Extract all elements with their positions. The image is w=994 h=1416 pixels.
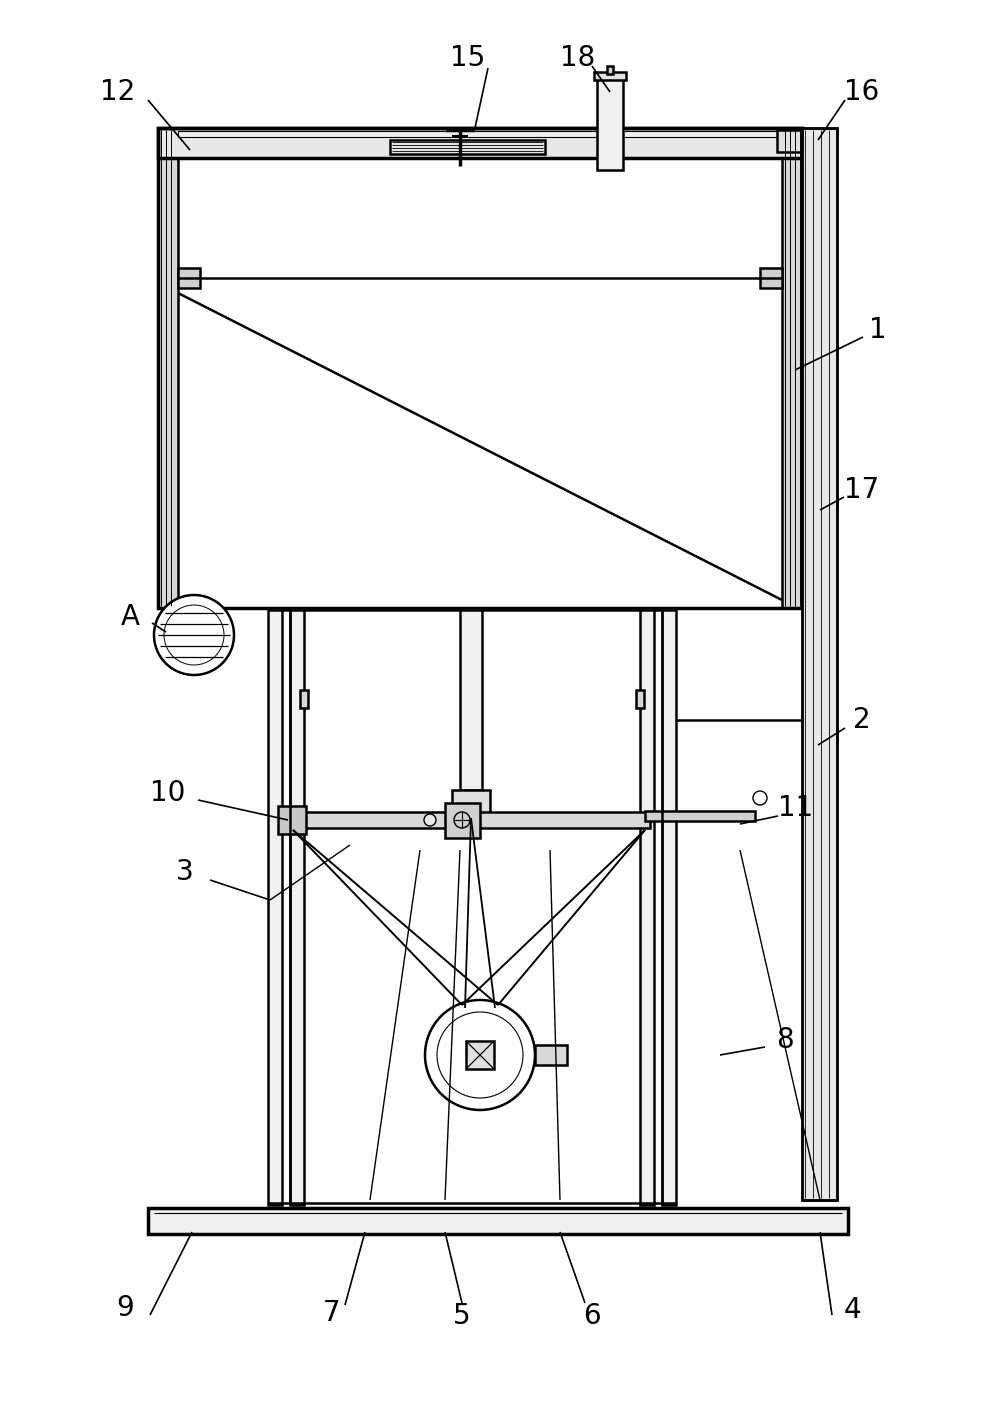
Text: 7: 7 [323,1298,341,1327]
Circle shape [436,1012,523,1097]
Bar [781,127,801,607]
Bar [644,811,754,821]
Bar [596,78,622,170]
Text: 11: 11 [777,794,813,823]
Bar [390,140,545,154]
Text: 10: 10 [150,779,186,807]
Circle shape [424,1000,535,1110]
Text: 12: 12 [100,78,135,106]
Bar [289,607,304,1205]
Bar [148,1208,847,1233]
Bar [300,690,308,708]
Circle shape [752,792,766,806]
Text: 18: 18 [560,44,595,72]
Bar [759,268,781,287]
Bar [639,607,653,1205]
Bar [593,72,625,79]
Bar [178,132,781,137]
Bar [287,811,649,828]
Text: 17: 17 [844,476,879,504]
Bar [801,127,836,1199]
Bar [661,607,675,1205]
Bar [465,1041,493,1069]
Bar [535,1045,567,1065]
Circle shape [154,595,234,675]
Bar [178,268,200,287]
Text: 9: 9 [116,1294,134,1323]
Bar [606,67,612,74]
Bar [635,690,643,708]
Text: 4: 4 [842,1296,860,1324]
Bar [801,127,836,1199]
Bar [277,806,306,834]
Text: 15: 15 [450,44,485,72]
Bar [451,790,489,818]
Text: 6: 6 [582,1301,600,1330]
Text: 1: 1 [869,316,886,344]
Bar [267,607,281,1205]
Text: A: A [120,603,139,632]
Bar [158,127,178,607]
Text: 3: 3 [176,858,194,886]
Text: 5: 5 [452,1301,470,1330]
Bar [158,127,801,159]
Bar [776,130,801,152]
Bar [444,803,479,838]
Text: 2: 2 [852,707,870,733]
Bar [158,127,801,607]
Text: 16: 16 [844,78,879,106]
Circle shape [423,814,435,826]
Bar [459,607,481,790]
Text: 8: 8 [775,1027,793,1054]
